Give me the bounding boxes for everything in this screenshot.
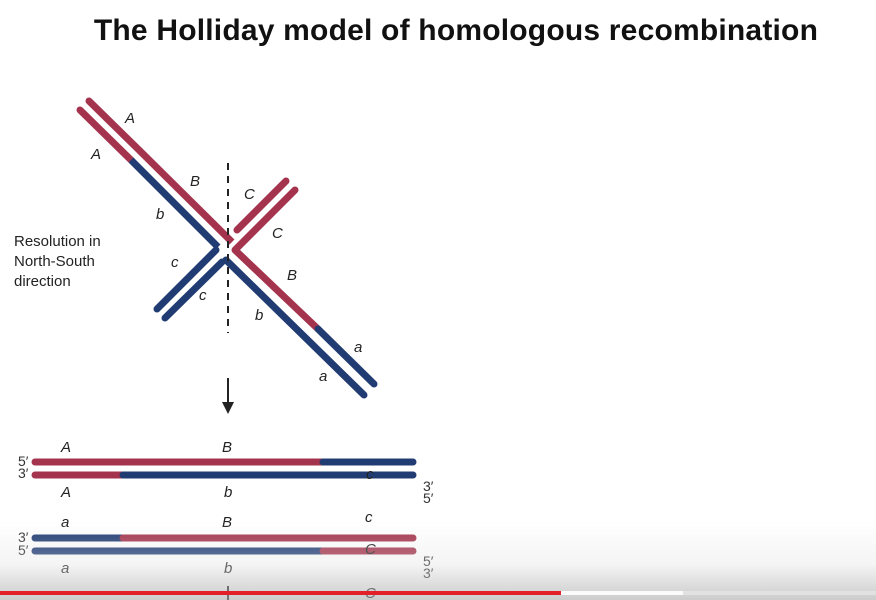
video-progress-bar[interactable] <box>0 591 876 595</box>
product2-left-end-bottom: 5′ <box>18 542 29 558</box>
video-played-bar[interactable] <box>0 591 561 595</box>
product1-label-b-bottom: b <box>224 484 232 501</box>
strand-ur-outer-red <box>233 177 290 234</box>
strand-ul-outer-red <box>137 148 235 245</box>
product1-label-c-strand: c <box>366 466 374 483</box>
label-C-inner: C <box>272 225 283 242</box>
resolution-label: Resolution in North-South direction <box>14 232 101 292</box>
product1-right-end-bottom: 5′ <box>423 490 434 506</box>
product1-left-end-bottom: 3′ <box>18 465 29 481</box>
product2-label-C-strand: C <box>365 541 376 558</box>
product2-label-c-top: c <box>365 509 373 526</box>
resolution-arrow-head <box>222 402 234 414</box>
strand-ul-inner-blue <box>128 157 221 250</box>
product2-label-a-top: a <box>61 514 69 531</box>
product1-label-B-top: B <box>222 439 232 456</box>
product1-label-A-bottom: A <box>60 484 71 501</box>
strand-ul-outer-red <box>85 97 144 155</box>
strand-ll-outer-blue <box>153 246 220 313</box>
label-A-outer: A <box>124 110 135 127</box>
product2-label-a-bottom: a <box>61 560 69 577</box>
slide-title: The Holliday model of homologous recombi… <box>93 14 819 47</box>
strand-lr-inner-blue <box>222 256 368 399</box>
label-b-upper: b <box>156 206 164 223</box>
strand-lr-outer-red <box>232 247 321 332</box>
label-c-left: c <box>171 254 179 271</box>
strand-ul-inner-red <box>76 106 135 164</box>
product2-label-b-bottom: b <box>224 560 232 577</box>
product1-right-end-top: 3′ <box>423 478 434 494</box>
product2-right-end-bottom: 3′ <box>423 565 434 581</box>
strand-lr-outer-blue <box>314 325 378 388</box>
product1-label-A-top: A <box>60 439 71 456</box>
product2-label-B-top: B <box>222 514 232 531</box>
resolution-label-line: direction <box>14 273 71 290</box>
label-b-lower: b <box>255 307 263 324</box>
label-C-outer: C <box>244 186 255 203</box>
label-a-inner: a <box>319 368 327 385</box>
label-B-lower: B <box>287 267 297 284</box>
label-a-outer: a <box>354 339 362 356</box>
strand-ll-inner-blue <box>161 258 226 322</box>
resolution-label-line: North-South <box>14 253 95 270</box>
label-c-low: c <box>199 287 207 304</box>
resolution-label-line: Resolution in <box>14 233 101 250</box>
product1-left-end-top: 5′ <box>18 453 29 469</box>
label-B-upper: B <box>190 173 200 190</box>
strand-ur-inner-red <box>231 186 299 254</box>
label-A-inner: A <box>90 146 101 163</box>
